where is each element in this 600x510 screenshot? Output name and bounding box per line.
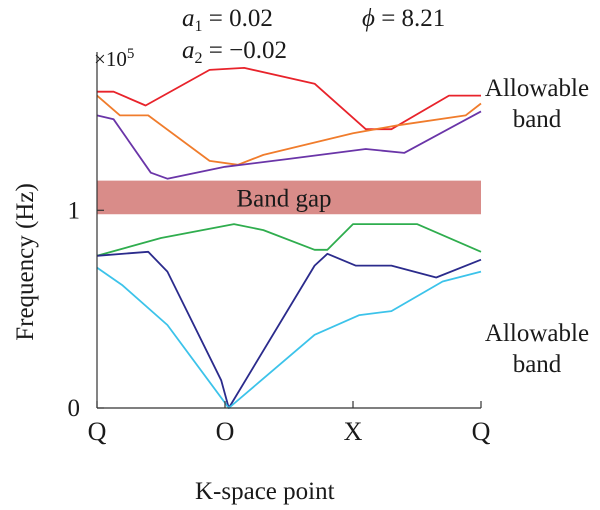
- param-a2: a2 = −0.02: [182, 37, 287, 67]
- y-tick-label-0: 0: [68, 395, 81, 422]
- dispersion-branch-6: [96, 266, 482, 409]
- dispersion-branch-1: [97, 67, 481, 131]
- lower-band-label: Allowable band: [484, 320, 590, 378]
- upper-band-label: Allowable band: [484, 75, 590, 133]
- y-tick-label-1: 1: [68, 197, 81, 224]
- y-axis-multiplier: ×105: [94, 46, 135, 71]
- x-tick-label-2: X: [344, 417, 363, 446]
- band-gap-label: Band gap: [236, 185, 331, 212]
- dispersion-branch-3: [96, 110, 482, 180]
- x-axis-title: K-space point: [195, 478, 335, 505]
- dispersion-branch-2: [96, 94, 482, 166]
- param-a1: a1 = 0.02: [182, 5, 273, 35]
- x-tick-label-3: Q: [472, 417, 491, 446]
- x-tick-label-1: O: [216, 417, 235, 446]
- dispersion-branch-5: [96, 250, 482, 409]
- band-gap-region: [97, 180, 481, 215]
- x-tick-label-0: Q: [88, 417, 107, 446]
- y-axis-title: Frequency (Hz): [12, 183, 39, 341]
- dispersion-branch-4: [96, 223, 482, 257]
- param-phi: ϕ = 8.21: [362, 5, 446, 32]
